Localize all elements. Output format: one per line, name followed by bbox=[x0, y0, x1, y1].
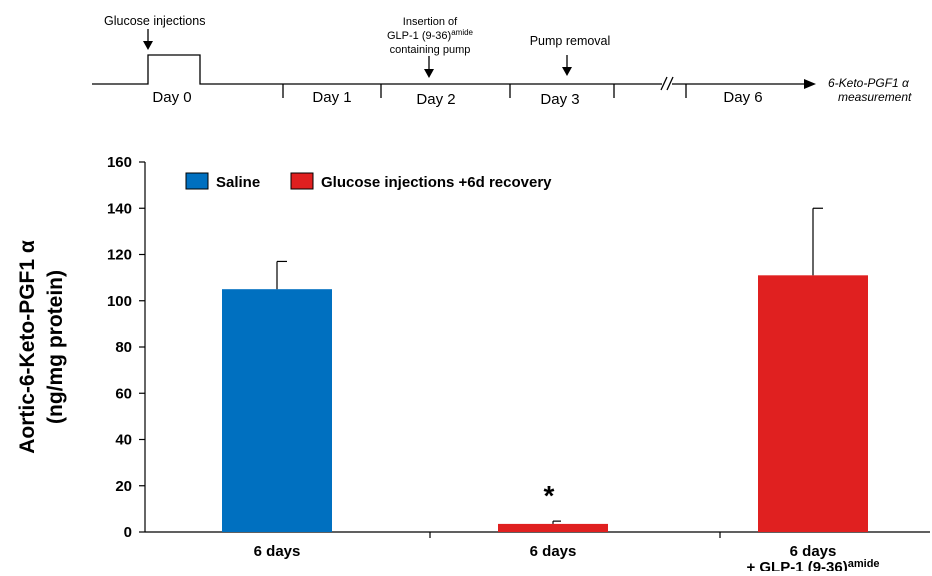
y-tick-label: 80 bbox=[115, 339, 132, 356]
y-tick-label: 160 bbox=[107, 154, 132, 171]
legend-saline-swatch bbox=[185, 172, 209, 190]
glucose-arrow-head bbox=[143, 41, 153, 50]
bar-chart: 0 20 40 60 80 100 120 140 160 6 days 6 days 6 days… bbox=[16, 154, 930, 576]
glucose-injections-label: Glucose injections bbox=[104, 14, 205, 28]
timeline-break-1 bbox=[660, 76, 668, 91]
y-tick-label: 140 bbox=[107, 200, 132, 217]
legend-glucose-label: Glucose injections +6d recovery bbox=[321, 174, 552, 191]
y-axis-label-line1: Aortic-6-Keto-PGF1 α bbox=[16, 240, 39, 454]
timeline: Day 0 Day 1 Day 2 Day 3 Day 6 Glucose in… bbox=[92, 14, 912, 108]
y-tick-label: 20 bbox=[115, 478, 132, 495]
day-label-6: Day 6 bbox=[723, 89, 762, 106]
measurement-label-line2: measurement bbox=[838, 90, 912, 104]
bar-glucose bbox=[498, 523, 608, 532]
y-tick-label: 0 bbox=[124, 524, 132, 541]
x-category-label: 6 days bbox=[530, 543, 577, 560]
legend-saline-label: Saline bbox=[216, 174, 260, 191]
annotations: * bbox=[544, 480, 555, 511]
x-labels: 6 days 6 days 6 days+ GLP-1 (9-36)amide bbox=[254, 543, 880, 576]
x-category-label: 6 days bbox=[790, 543, 837, 560]
insertion-arrow-head bbox=[424, 69, 434, 78]
day-label-3: Day 3 bbox=[540, 91, 579, 108]
day-label-1: Day 1 bbox=[312, 89, 351, 106]
bar-saline bbox=[222, 289, 332, 532]
measurement-label-line1: 6-Keto-PGF1 α bbox=[828, 76, 910, 90]
legend-glucose-swatch bbox=[290, 172, 314, 190]
bars bbox=[222, 207, 868, 532]
timeline-line bbox=[92, 54, 662, 85]
bar-glucose bbox=[758, 275, 868, 532]
pump-removal-label: Pump removal bbox=[530, 34, 611, 48]
y-tick-label: 60 bbox=[115, 385, 132, 402]
y-tick-label: 40 bbox=[115, 432, 132, 449]
timeline-arrowhead bbox=[804, 79, 816, 89]
y-ticks: 0 20 40 60 80 100 120 140 160 bbox=[107, 154, 145, 541]
day-label-0: Day 0 bbox=[152, 89, 191, 106]
insertion-label-line3: containing pump bbox=[390, 44, 471, 56]
insertion-label-line1: Insertion of bbox=[403, 16, 458, 28]
timeline-break-2 bbox=[666, 76, 674, 91]
x-category-label: 6 days bbox=[254, 543, 301, 560]
x-category-label-line2: + GLP-1 (9-36)amide bbox=[746, 558, 879, 571]
insertion-label-line2: GLP-1 (9-36)amide bbox=[387, 28, 474, 42]
removal-arrow-head bbox=[562, 67, 572, 76]
legend: Saline Glucose injections +6d recovery bbox=[185, 172, 552, 191]
y-tick-label: 120 bbox=[107, 247, 132, 264]
y-axis-label-line2: (ng/mg protein) bbox=[44, 270, 67, 424]
y-tick-label: 100 bbox=[107, 293, 132, 310]
significance-asterisk: * bbox=[544, 480, 555, 511]
day-label-2: Day 2 bbox=[416, 91, 455, 108]
